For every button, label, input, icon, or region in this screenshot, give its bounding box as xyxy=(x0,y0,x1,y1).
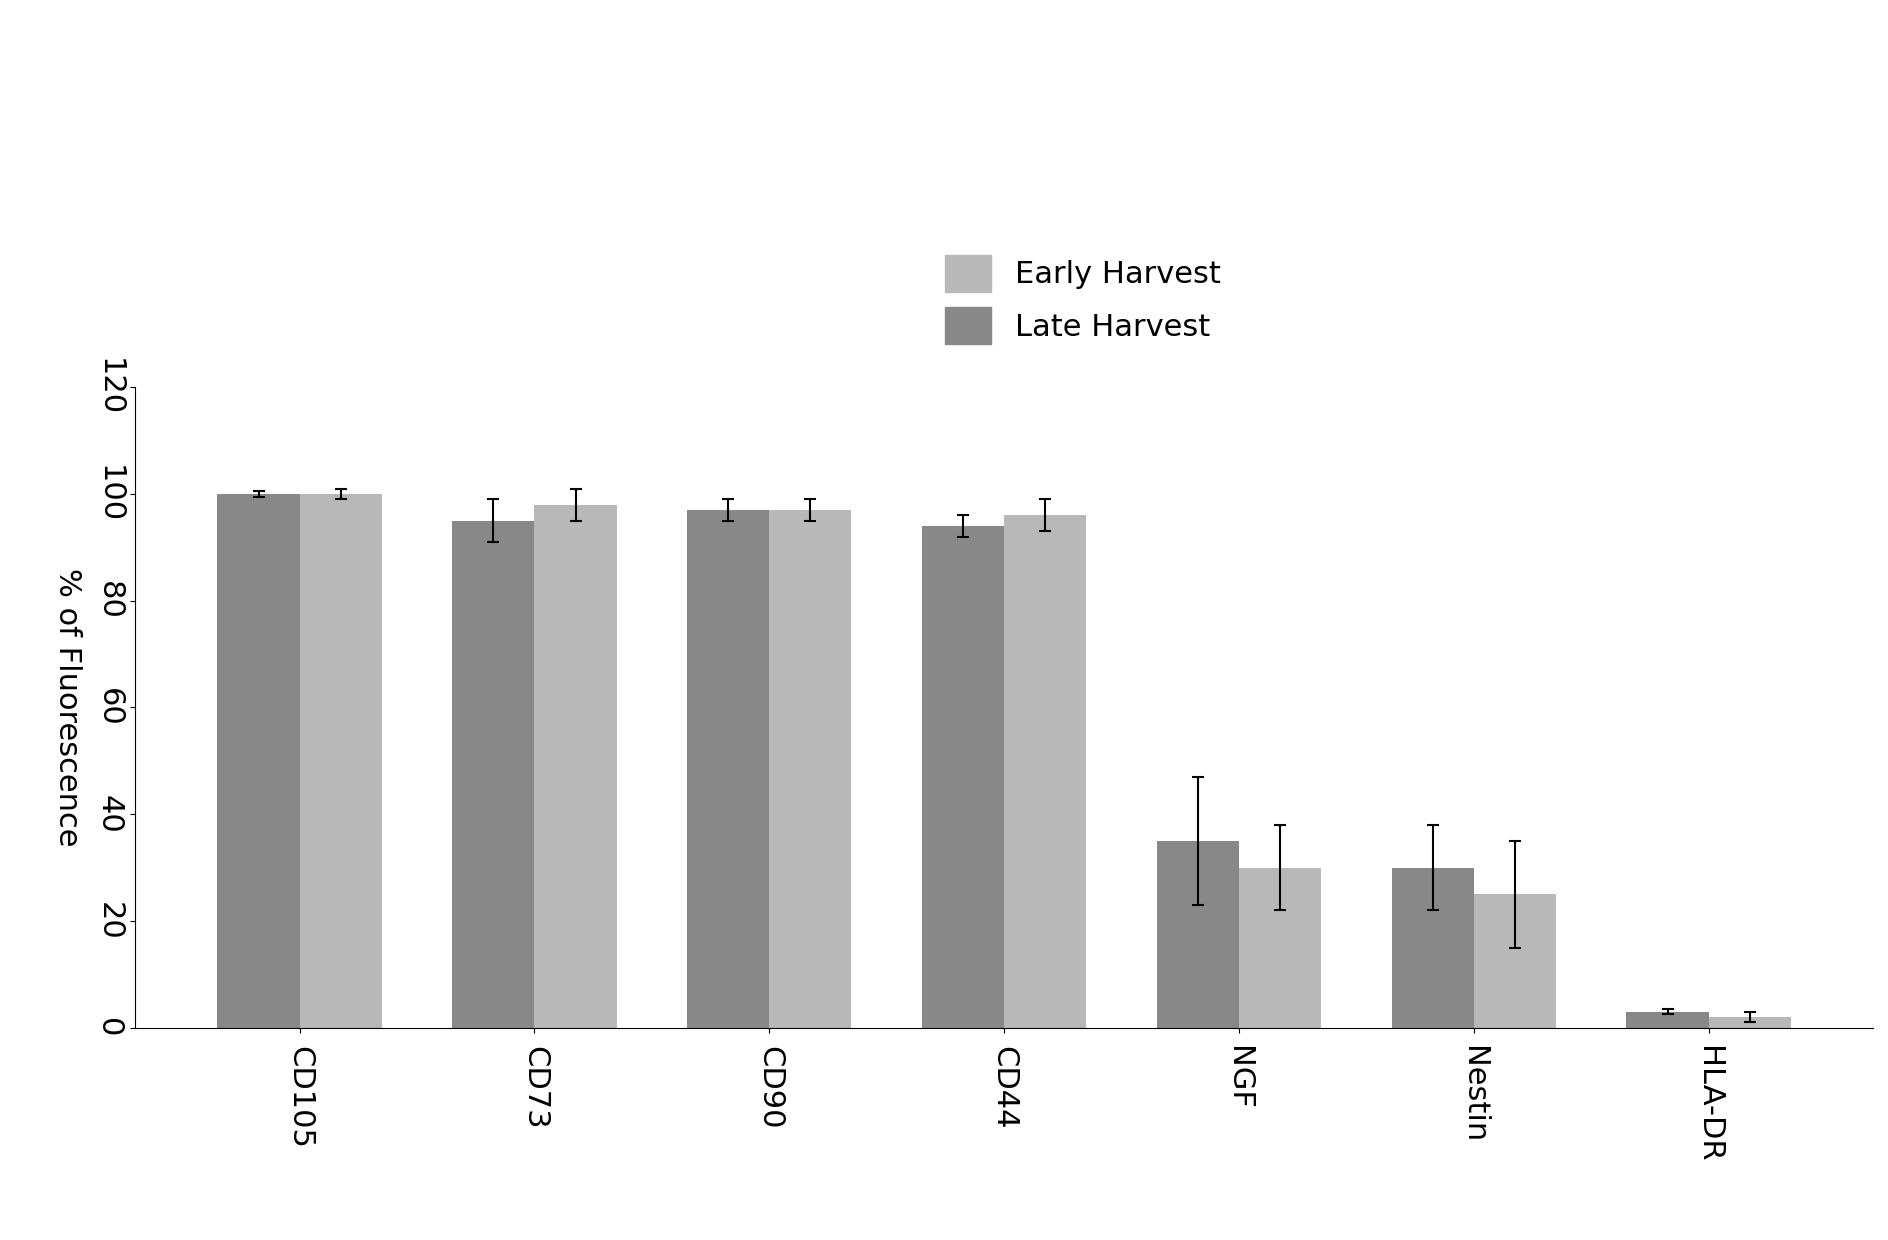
Bar xyxy=(1239,868,1322,1028)
Bar xyxy=(300,494,381,1028)
Bar xyxy=(1709,1017,1792,1028)
Bar xyxy=(1626,1012,1709,1028)
Bar xyxy=(217,494,300,1028)
Bar xyxy=(1004,516,1086,1028)
Legend: Early Harvest, Late Harvest: Early Harvest, Late Harvest xyxy=(933,242,1233,357)
Bar xyxy=(1157,841,1239,1028)
Bar xyxy=(921,526,1004,1028)
Y-axis label: % of Fluorescence: % of Fluorescence xyxy=(53,568,81,847)
Bar xyxy=(687,510,768,1028)
Bar xyxy=(1391,868,1475,1028)
Bar xyxy=(1475,894,1556,1028)
Bar xyxy=(534,505,617,1028)
Bar xyxy=(453,521,534,1028)
Bar xyxy=(768,510,851,1028)
